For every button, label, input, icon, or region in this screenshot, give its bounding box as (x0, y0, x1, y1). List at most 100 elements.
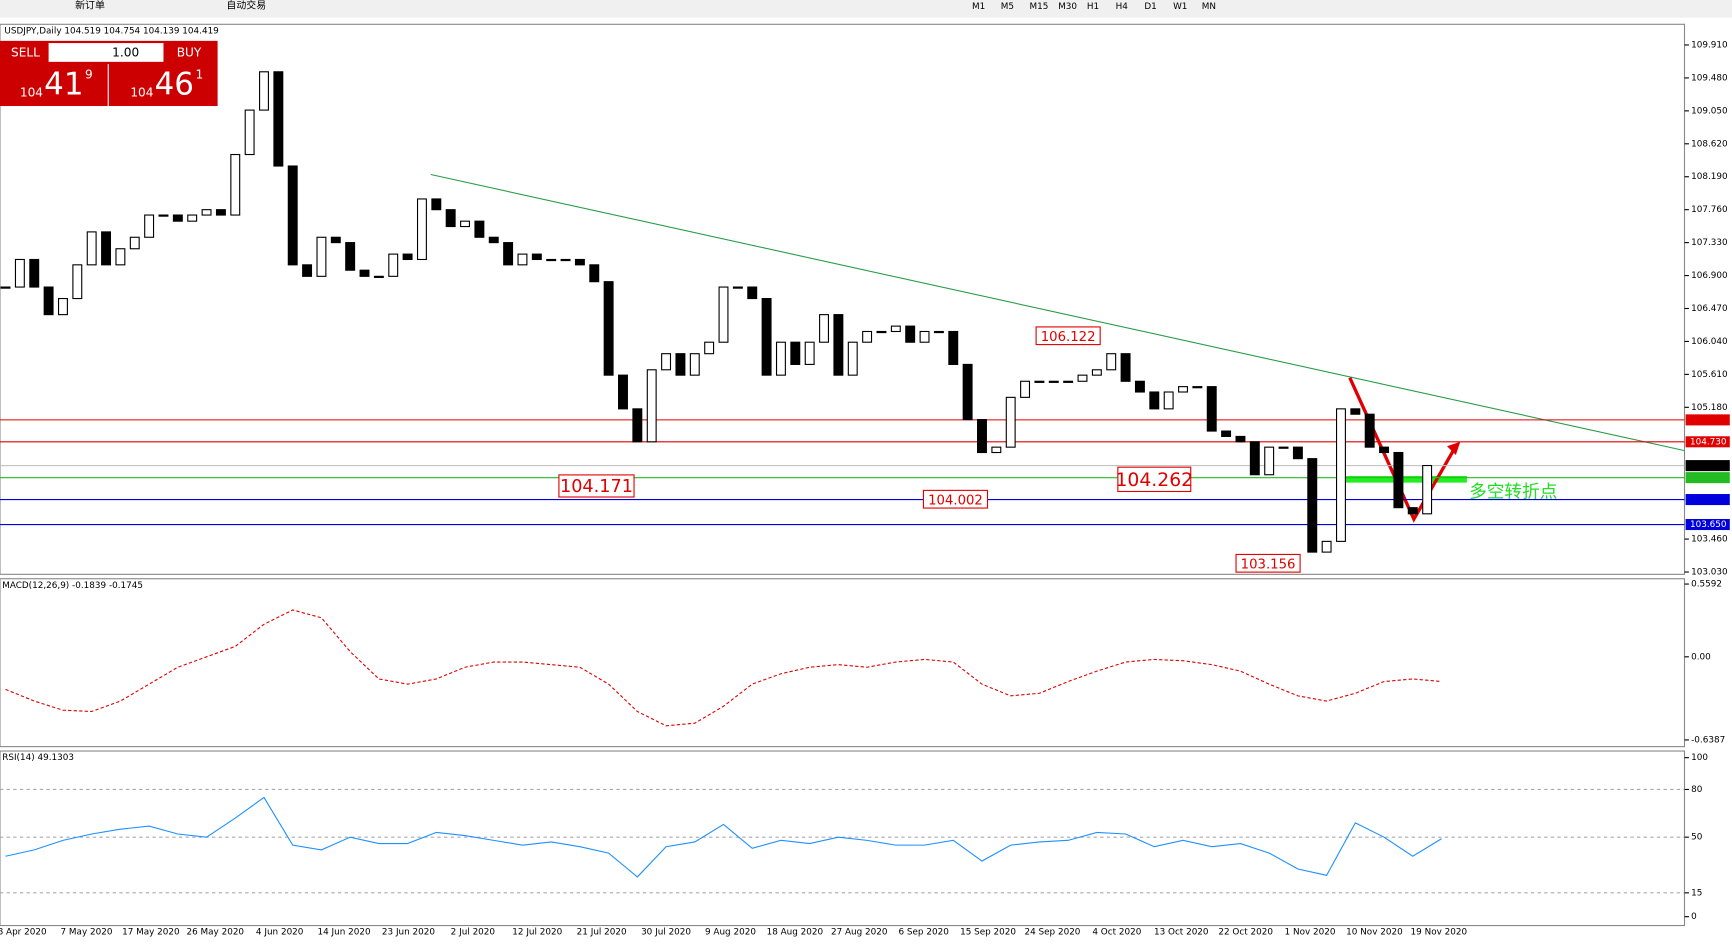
annotation-box (558, 474, 635, 498)
timeframe[interactable]: M15 (1029, 2, 1048, 12)
timeframe[interactable]: H4 (1116, 2, 1129, 12)
trade-panel: SELL 1.00 BUY 104 41 9 104 46 1 (0, 40, 218, 107)
candle-body (445, 209, 456, 228)
x-tick-label: 24 Sep 2020 (1024, 928, 1080, 938)
candle-body (718, 286, 729, 343)
candle-body (359, 269, 370, 277)
lot-input[interactable]: 1.00 (112, 46, 139, 60)
y-tick-label: 106.040 (1691, 337, 1728, 347)
candle-body (775, 341, 786, 376)
x-tick-label: 8 Apr 2020 (0, 928, 47, 938)
candle-body (388, 253, 399, 277)
candle-body (144, 214, 155, 238)
annotation-box (1235, 553, 1301, 573)
level-tag (1685, 472, 1730, 484)
candle-body (101, 231, 112, 266)
candle-body (689, 353, 700, 376)
toolbar-button[interactable]: 新订单 (75, 0, 105, 12)
candle-body (402, 253, 413, 261)
candle-body (747, 286, 758, 300)
arrow-head (1447, 441, 1461, 456)
candle-body (201, 209, 212, 216)
annotation: 104.171 (560, 477, 633, 497)
candle-body (560, 258, 571, 262)
trendline (430, 173, 1685, 452)
candle-body (1321, 540, 1332, 553)
macd-panel (0, 578, 1686, 748)
candle-body (1034, 380, 1045, 383)
candle-body (43, 286, 54, 316)
x-tick-label: 21 Jul 2020 (577, 928, 627, 938)
x-tick-label: 15 Sep 2020 (960, 928, 1016, 938)
candle-body (187, 214, 198, 222)
candle-body (890, 325, 901, 333)
timeframe[interactable]: D1 (1144, 2, 1156, 12)
candle-body (962, 363, 973, 421)
x-tick-label: 10 Nov 2020 (1346, 928, 1403, 938)
timeframe[interactable]: M30 (1058, 2, 1077, 12)
y-tick-label: 80 (1691, 785, 1703, 795)
sell-button[interactable]: SELL (11, 46, 40, 60)
candle-body (129, 236, 140, 250)
candle-body (1178, 386, 1188, 393)
candle-body (259, 71, 269, 111)
candle-body (503, 242, 514, 266)
buy-small: 1 (196, 68, 204, 82)
buy-big: 104 (130, 85, 153, 99)
sell-big: 104 (20, 85, 43, 99)
timeframe[interactable]: W1 (1173, 2, 1187, 12)
candle-body (876, 330, 887, 334)
y-tick-label: 105.610 (1691, 370, 1728, 380)
candle-body (905, 325, 916, 343)
candle-body (1379, 446, 1390, 454)
candle-body (1278, 446, 1289, 449)
y-tick-label: 107.330 (1691, 238, 1728, 248)
candle-body (115, 248, 126, 266)
lot-box (48, 43, 164, 62)
candle-body (603, 281, 614, 376)
candle-body (546, 258, 557, 262)
candle-body (1163, 391, 1174, 410)
candle-body (1005, 396, 1016, 448)
note: 多空转折点 (1469, 482, 1557, 503)
annotation: 103.156 (1241, 557, 1296, 572)
candle-body (1206, 386, 1217, 432)
x-tick-label: 4 Jun 2020 (256, 928, 304, 938)
candle-body (1221, 430, 1232, 437)
x-tick-label: 7 May 2020 (61, 928, 113, 938)
candle-body (373, 275, 384, 278)
candle-body (1235, 435, 1246, 443)
level-tag (1685, 460, 1730, 472)
buy-button[interactable]: BUY (177, 46, 202, 60)
candle-body (474, 220, 485, 238)
candle-body (574, 258, 585, 266)
candle-body (1407, 507, 1418, 515)
candle-body (1149, 391, 1160, 410)
y-tick-label: 100 (1691, 753, 1708, 763)
candle-body (948, 330, 959, 365)
rsi-panel (0, 750, 1686, 927)
y-tick-label: 103.030 (1691, 568, 1728, 578)
candle-body (977, 419, 987, 454)
annotation-box (922, 489, 989, 509)
candle-body (862, 330, 873, 343)
timeframe[interactable]: H1 (1087, 2, 1099, 12)
x-tick-label: 1 Nov 2020 (1285, 928, 1336, 938)
candle-body (1264, 446, 1275, 476)
candle-body (416, 198, 427, 261)
candle-body (316, 236, 327, 277)
x-tick-label: 26 May 2020 (186, 928, 244, 938)
y-tick-label: 107.760 (1691, 205, 1728, 215)
timeframe[interactable]: M1 (972, 2, 985, 12)
level-tag (1685, 436, 1730, 448)
candle-body (646, 369, 657, 443)
timeframe[interactable]: M5 (1001, 2, 1014, 12)
candle-body (1106, 353, 1117, 371)
candle-body (230, 153, 241, 216)
x-tick-label: 22 Oct 2020 (1218, 928, 1273, 938)
toolbar-button[interactable]: 自动交易 (226, 0, 266, 12)
timeframe[interactable]: MN (1202, 2, 1216, 12)
x-tick-label: 13 Oct 2020 (1154, 928, 1209, 938)
candle-body (531, 253, 542, 261)
